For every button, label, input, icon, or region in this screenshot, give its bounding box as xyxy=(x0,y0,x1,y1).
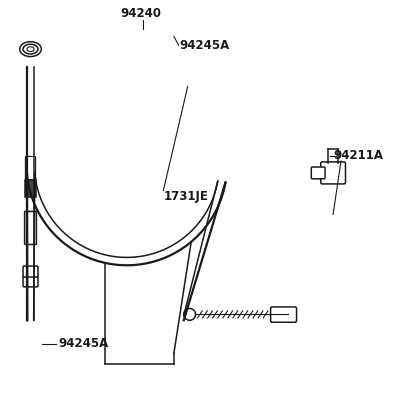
FancyBboxPatch shape xyxy=(25,156,36,180)
FancyBboxPatch shape xyxy=(25,180,36,197)
Ellipse shape xyxy=(20,42,41,57)
Text: 94240: 94240 xyxy=(120,7,161,20)
FancyBboxPatch shape xyxy=(321,162,345,184)
Text: 94245A: 94245A xyxy=(180,39,230,52)
Text: 1731JE: 1731JE xyxy=(164,190,209,203)
Ellipse shape xyxy=(23,44,38,54)
Ellipse shape xyxy=(27,47,34,51)
FancyBboxPatch shape xyxy=(23,276,38,287)
Text: 94211A: 94211A xyxy=(333,149,383,162)
FancyBboxPatch shape xyxy=(270,307,297,322)
FancyBboxPatch shape xyxy=(23,266,38,277)
Circle shape xyxy=(184,309,196,320)
FancyBboxPatch shape xyxy=(25,211,36,244)
Text: 94245A: 94245A xyxy=(58,337,108,351)
FancyBboxPatch shape xyxy=(311,167,325,179)
